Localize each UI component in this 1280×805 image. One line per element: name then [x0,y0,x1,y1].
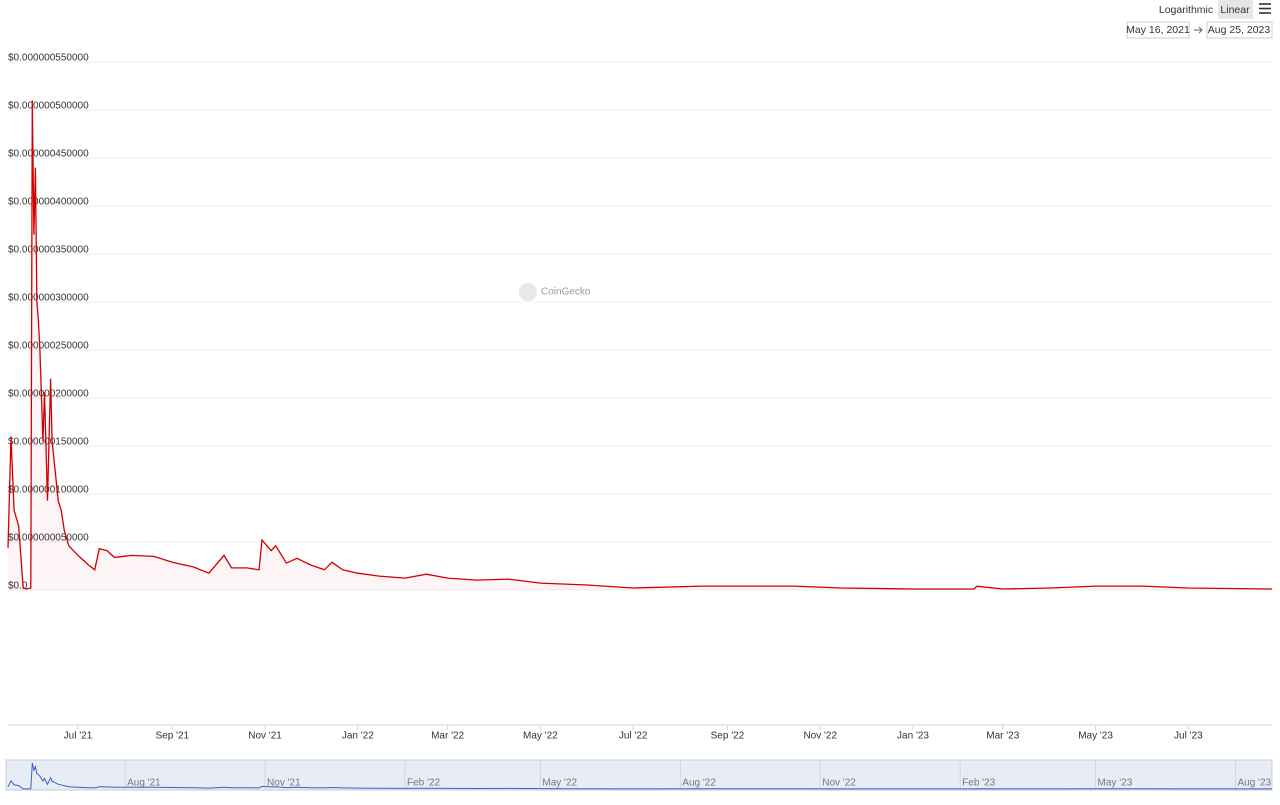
x-tick-label: May '23 [1078,731,1113,742]
x-tick-label: Jul '21 [64,731,93,742]
range-from[interactable]: May 16, 2021 [1126,24,1190,36]
price-area [8,100,1272,591]
navigator[interactable] [5,759,1273,791]
navigator-tick-label: Feb '22 [407,778,440,789]
x-tick-label: Jul '22 [619,731,648,742]
scale-button-active[interactable] [1218,0,1253,19]
x-tick-label: Jan '23 [897,731,929,742]
menu-icon[interactable] [1259,3,1271,14]
y-tick-label: $0.000000250000 [8,341,89,352]
navigator-tick-label: May '23 [1098,778,1133,789]
navigator-tick-label: Aug '22 [682,778,716,789]
navigator-tick-label: Aug '23 [1237,778,1271,789]
x-tick-label: Jul '23 [1174,731,1203,742]
x-tick-label: May '22 [523,731,558,742]
y-tick-label: $0.000000300000 [8,293,89,304]
watermark-logo [519,283,537,301]
x-tick-label: Nov '21 [248,731,282,742]
scale-button[interactable] [1156,0,1218,19]
navigator-tick-label: Nov '21 [267,778,301,789]
range-input[interactable] [1206,21,1273,39]
range-arrow [1194,26,1203,34]
navigator-tick-label: Nov '22 [822,778,856,789]
x-tick-label: Mar '23 [986,731,1019,742]
y-tick-label: $0.000000200000 [8,389,89,400]
x-tick-label: Nov '22 [803,731,837,742]
y-tick-label: $0.000000400000 [8,197,89,208]
navigator-line [7,762,1272,790]
navigator-tick-label: Aug '21 [127,778,161,789]
range-to[interactable]: Aug 25, 2023 [1208,24,1271,36]
y-tick-label: $0.000000500000 [8,101,89,112]
price-line [7,100,1273,590]
x-tick-label: Jan '22 [342,731,374,742]
navigator-tick-label: Feb '23 [962,778,995,789]
x-tick-label: Mar '22 [431,731,464,742]
y-tick-label: $0.000000350000 [8,245,89,256]
scale-button-label[interactable]: Linear [1220,4,1250,16]
y-tick-label: $0.000000100000 [8,485,89,496]
x-tick-label: Sep '22 [711,731,745,742]
y-tick-label: $0.0 [8,581,28,592]
range-input[interactable] [1126,21,1190,39]
x-tick-label: Sep '21 [155,731,189,742]
watermark: CoinGecko [541,287,591,298]
y-tick-label: $0.000000050000 [8,533,89,544]
y-tick-label: $0.000000550000 [8,53,89,64]
navigator-tick-label: May '22 [542,778,577,789]
scale-button-label[interactable]: Logarithmic [1159,4,1213,16]
y-tick-label: $0.000000450000 [8,149,89,160]
